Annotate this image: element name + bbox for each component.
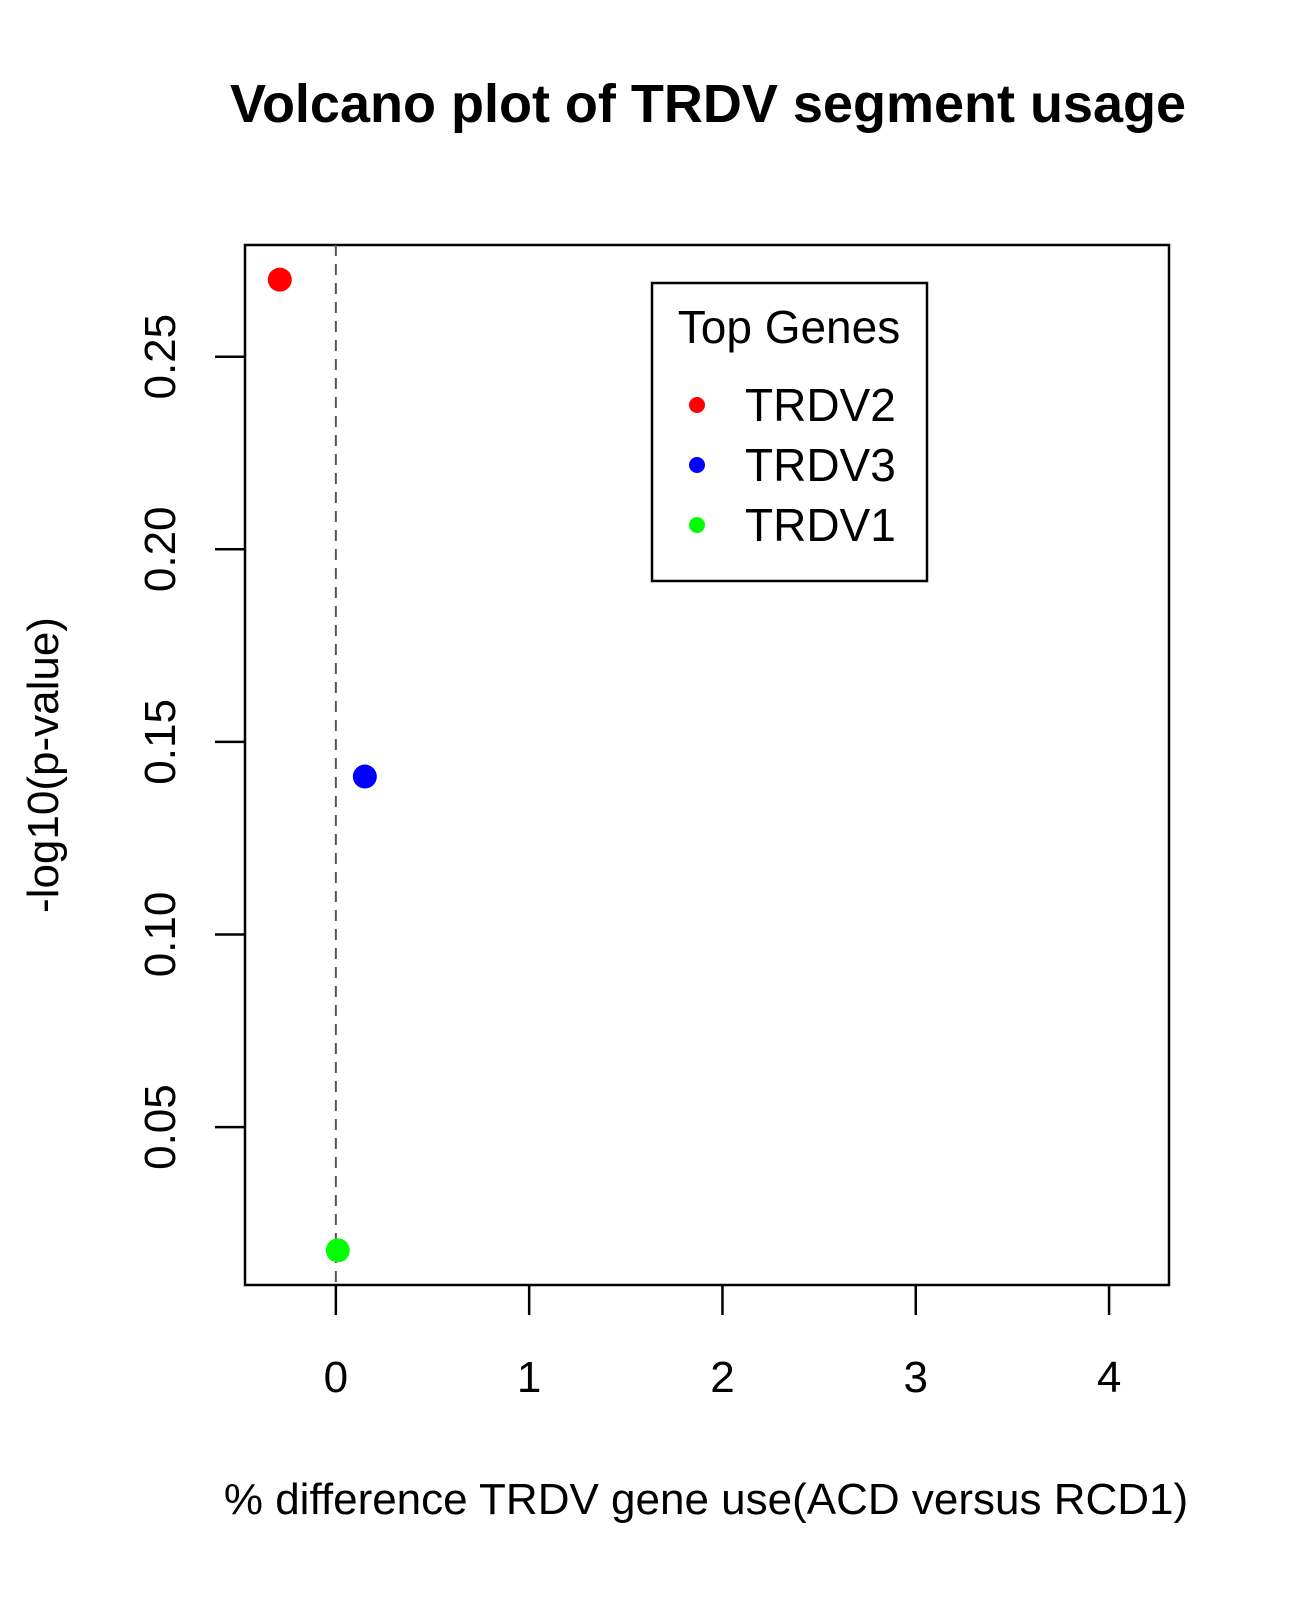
legend-label: TRDV3 <box>745 439 896 491</box>
y-tick-label: 0.15 <box>136 699 185 785</box>
x-axis-label: % difference TRDV gene use(ACD versus RC… <box>224 1475 1188 1524</box>
chart-title: Volcano plot of TRDV segment usage <box>230 74 1186 134</box>
legend-marker-trdv2 <box>689 397 705 413</box>
y-tick-label: 0.10 <box>136 892 185 978</box>
legend-label: TRDV2 <box>745 379 896 431</box>
y-axis: 0.05 0.10 0.15 0.20 0.25 <box>136 314 245 1170</box>
y-axis-label: -log10(p-value) <box>19 617 68 913</box>
legend-marker-trdv1 <box>689 517 705 533</box>
point-trdv1 <box>325 1238 350 1263</box>
point-trdv2 <box>267 267 292 292</box>
legend-title: Top Genes <box>678 301 900 353</box>
legend-entries: TRDV2 TRDV3 TRDV1 <box>689 379 896 551</box>
y-tick-label: 0.20 <box>136 506 185 592</box>
data-points <box>267 267 377 1263</box>
point-trdv3 <box>352 764 377 789</box>
plot-area-frame <box>243 243 1171 1287</box>
x-tick-label: 1 <box>517 1353 541 1402</box>
legend: Top Genes TRDV2 TRDV3 TRDV1 <box>650 281 929 583</box>
legend-label: TRDV1 <box>745 499 896 551</box>
legend-marker-trdv3 <box>689 457 705 473</box>
y-tick-label: 0.05 <box>136 1084 185 1170</box>
x-tick-label: 0 <box>324 1353 348 1402</box>
x-tick-label: 2 <box>710 1353 734 1402</box>
y-tick-label: 0.25 <box>136 314 185 400</box>
x-tick-label: 4 <box>1097 1353 1121 1402</box>
x-axis: 0 1 2 3 4 <box>324 1285 1121 1402</box>
x-tick-label: 3 <box>904 1353 928 1402</box>
